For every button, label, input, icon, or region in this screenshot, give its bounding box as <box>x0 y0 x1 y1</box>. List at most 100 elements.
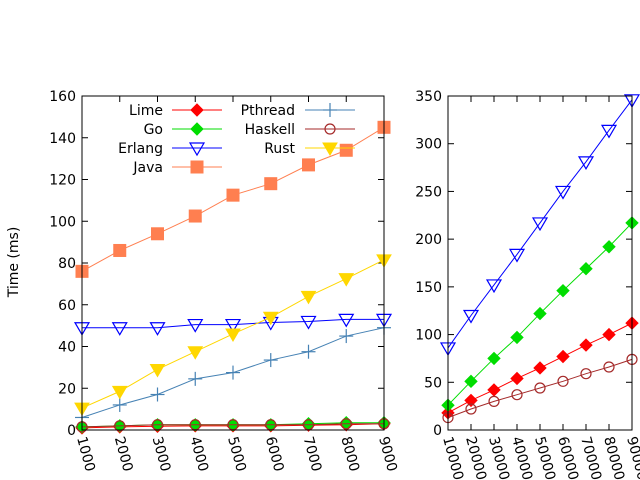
left-rust-point <box>111 385 128 400</box>
left-x-tick-label: 7000 <box>300 435 325 474</box>
legend-entry-haskell: Haskell <box>245 122 355 138</box>
left-chart: Time (ms) 0 20 40 60 80 100 120 140 160 1000 2000 3… <box>6 89 400 473</box>
left-y-axis-label: Time (ms) <box>6 227 22 299</box>
left-erlang-point <box>338 313 355 328</box>
right-haskell-point <box>580 368 592 380</box>
right-erlang-point <box>600 124 618 139</box>
left-x-tick-label: 5000 <box>224 435 249 474</box>
left-erlang-series-line <box>82 318 384 329</box>
left-y-tick-label: 60 <box>58 298 76 314</box>
right-lime-point <box>533 361 547 375</box>
left-rust-point <box>187 346 204 360</box>
right-lime-point <box>602 327 616 342</box>
left-y-tick-label: 40 <box>58 340 76 356</box>
right-x-tick-label: 50000 <box>531 435 558 480</box>
right-go-point <box>556 283 570 298</box>
right-haskell-point <box>603 361 615 373</box>
right-y-tick-label: 0 <box>433 423 442 439</box>
right-lime-point <box>510 371 524 386</box>
legend-label: Lime <box>129 103 163 119</box>
left-java-point <box>302 158 315 172</box>
left-y-tick-label: 160 <box>49 89 76 105</box>
left-pthread-point <box>226 365 240 380</box>
right-x-tick-label: 20000 <box>462 435 489 480</box>
left-erlang-point <box>111 322 128 336</box>
right-haskell-point <box>511 389 523 401</box>
right-x-tick-label: 60000 <box>554 435 581 480</box>
left-pthread-point <box>263 353 278 368</box>
left-rust-point <box>149 363 166 378</box>
right-go-point <box>510 330 524 345</box>
left-plot-frame <box>81 95 385 431</box>
left-rust-point <box>300 290 317 305</box>
right-erlang-point <box>554 185 572 200</box>
right-lime-point <box>487 383 501 397</box>
right-erlang-point <box>508 248 526 263</box>
right-y-tick-label: 300 <box>415 137 442 153</box>
legend-marker <box>188 142 206 157</box>
left-java-point <box>113 243 127 257</box>
legend-label: Rust <box>264 141 295 157</box>
right-go-point <box>579 262 593 276</box>
right-haskell-point <box>465 403 477 415</box>
left-haskell-point <box>340 418 352 430</box>
left-y-tick-label: 100 <box>49 214 76 230</box>
legend-entry-pthread: Pthread <box>241 103 355 119</box>
right-go-point <box>487 351 501 366</box>
left-java-point <box>264 177 278 191</box>
right-y-tick-label: 350 <box>415 89 442 105</box>
right-x-tick-label: 80000 <box>600 435 627 480</box>
left-pthread-point <box>112 397 127 412</box>
left-haskell-series-line <box>81 423 384 428</box>
right-y-tick-label: 100 <box>415 328 442 344</box>
left-java-point <box>339 143 353 157</box>
legend-entry-erlang: Erlang <box>118 141 222 157</box>
legend-entry-java: Java <box>132 160 222 176</box>
right-erlang-point <box>462 309 480 324</box>
left-x-tick-label: 4000 <box>186 435 211 474</box>
left-pthread-point <box>301 344 316 359</box>
right-haskell-point <box>488 395 500 407</box>
right-lime-point <box>464 393 478 408</box>
right-x-tick-label: 10000 <box>439 435 466 480</box>
right-erlang-point <box>623 94 640 109</box>
right-haskell-point <box>557 375 569 387</box>
right-chart: 0 50 100 150 200 250 300 350 1000020000300004000… <box>415 89 640 480</box>
right-erlang-point <box>531 217 549 232</box>
right-y-tick-label: 50 <box>424 375 442 391</box>
left-java-point <box>188 209 202 223</box>
legend-label: Pthread <box>241 103 295 119</box>
left-erlang-point <box>224 318 242 333</box>
left-y-tick-label: 0 <box>67 423 76 439</box>
right-lime-point <box>556 349 570 364</box>
legend-label: Haskell <box>245 122 295 138</box>
left-java-point <box>151 227 164 241</box>
left-y-tick-label: 120 <box>49 173 76 189</box>
left-erlang-point <box>300 315 317 330</box>
right-y-tick-label: 200 <box>415 232 442 248</box>
left-x-tick-label: 3000 <box>149 435 174 474</box>
left-erlang-point <box>149 322 166 336</box>
left-rust-point <box>225 328 241 342</box>
legend-marker <box>322 142 338 156</box>
left-pthread-point <box>150 387 165 402</box>
legend-marker <box>190 103 204 117</box>
left-x-tick-label: 9000 <box>375 435 400 474</box>
left-haskell-point <box>114 420 126 432</box>
left-java-point <box>226 188 240 202</box>
left-x-tick-label: 2000 <box>111 435 136 474</box>
legend-entry-lime: Lime <box>129 103 222 119</box>
right-go-point <box>464 374 478 389</box>
left-erlang-point <box>187 318 204 333</box>
right-plot-frame <box>447 95 633 431</box>
legend-marker <box>323 103 337 117</box>
left-rust-point <box>338 273 355 287</box>
right-erlang-point <box>485 279 503 294</box>
left-pthread-point <box>188 371 203 386</box>
legend-marker <box>190 122 204 136</box>
left-x-tick-label: 8000 <box>337 435 362 474</box>
right-erlang-series-line <box>447 99 633 349</box>
legend-label: Java <box>132 160 163 176</box>
left-rust-point <box>262 311 279 326</box>
